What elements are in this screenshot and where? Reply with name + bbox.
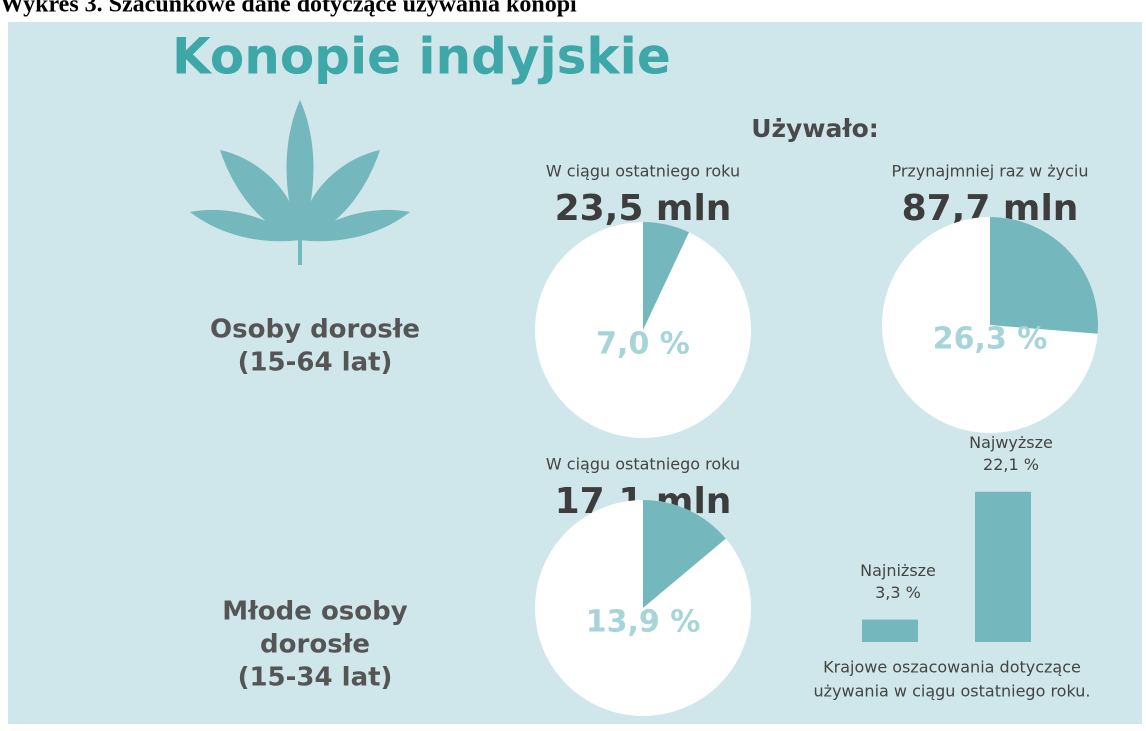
bar-category: Najniższe: [860, 561, 936, 580]
bar: [975, 491, 1031, 642]
bar-value-label: 22,1 %: [983, 455, 1039, 474]
group-label: (15-64 lat): [238, 348, 393, 378]
pie-title: Przynajmniej raz w życiu: [891, 162, 1088, 181]
pie-title: W ciągu ostatniego roku: [546, 162, 740, 181]
pie-title: W ciągu ostatniego roku: [546, 455, 740, 474]
caption: Wykres 3. Szacunkowe dane dotyczące używ…: [0, 0, 577, 18]
pie-value-label: 7,0 %: [596, 327, 690, 362]
pie-slice: [643, 222, 689, 330]
used-label: Używało:: [751, 114, 879, 143]
group-label: (15-34 lat): [238, 663, 393, 693]
bar-value-label: 3,3 %: [875, 583, 921, 602]
pie-slice: [990, 217, 1098, 334]
leaf-icon: [190, 100, 410, 265]
pie-slice: [643, 500, 726, 608]
pie-value-label: 26,3 %: [933, 322, 1048, 357]
bar: [862, 619, 918, 642]
bar-note: Krajowe oszacowania dotyczące: [823, 658, 1081, 677]
group-label: dorosłe: [260, 630, 370, 660]
bar-note: używania w ciągu ostatniego roku.: [814, 682, 1091, 701]
title: Konopie indyjskie: [172, 28, 671, 86]
pie-value-label: 13,9 %: [586, 605, 701, 640]
group-label: Młode osoby: [222, 597, 407, 627]
bar-category: Najwyższe: [969, 433, 1053, 452]
group-label: Osoby dorosłe: [210, 315, 420, 345]
